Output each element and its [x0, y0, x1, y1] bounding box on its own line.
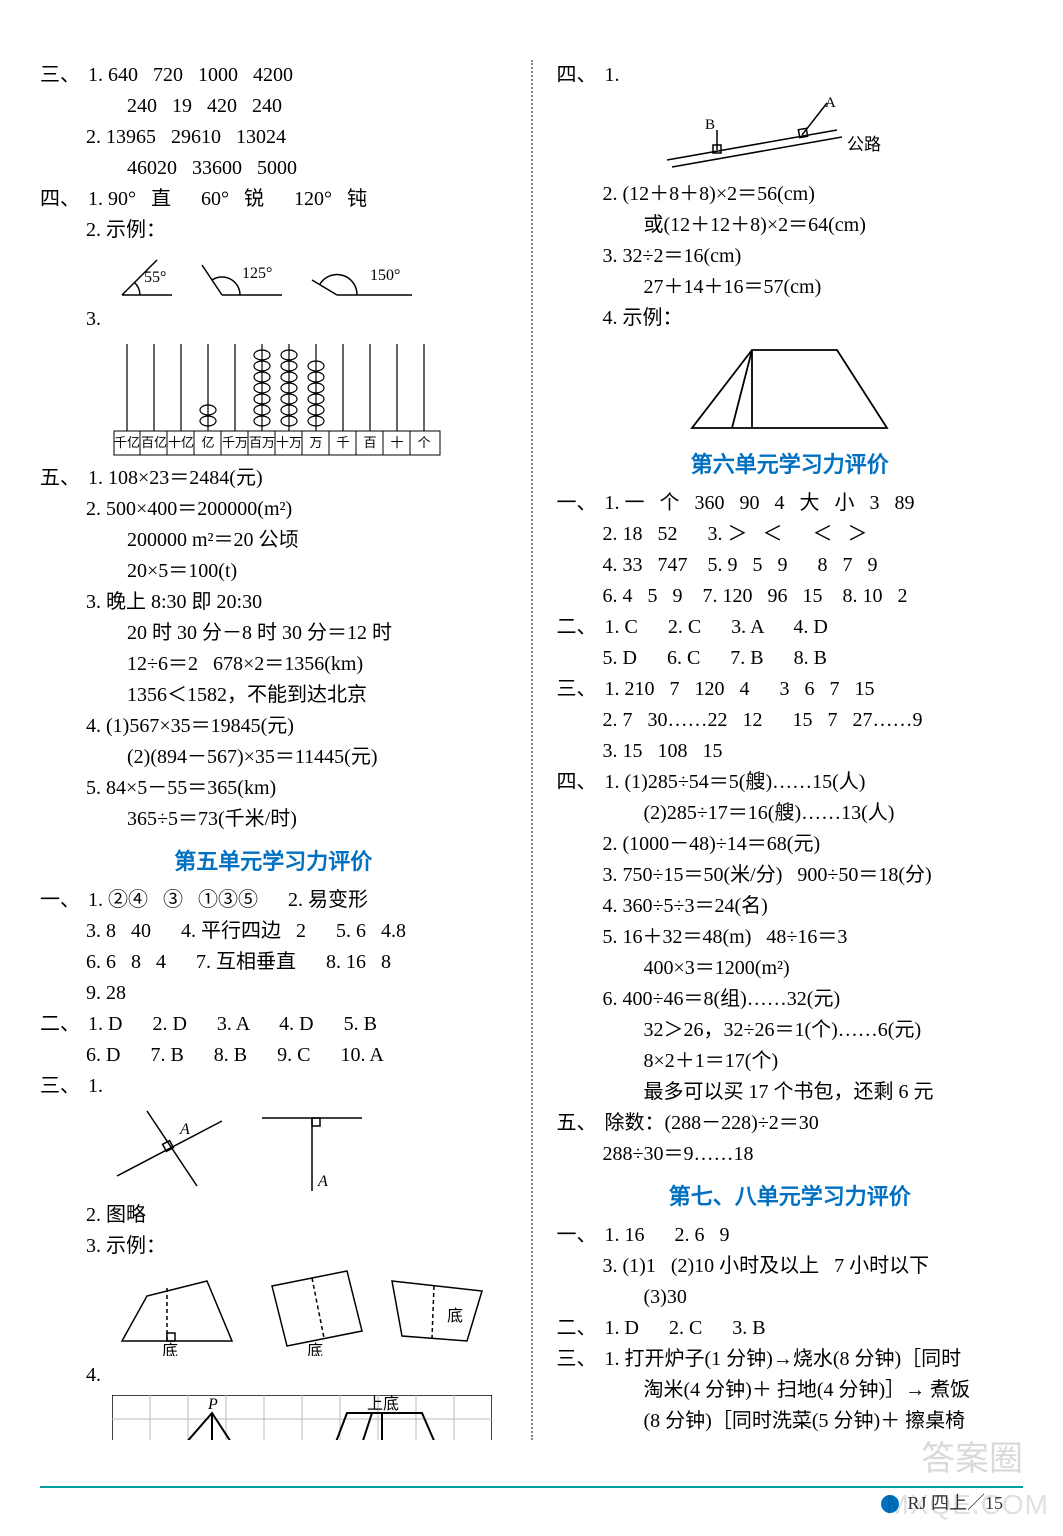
- u78-sec3: 三、: [557, 1344, 605, 1375]
- u6-sec1: 一、: [557, 488, 605, 519]
- svg-text:底: 底: [307, 1342, 323, 1356]
- svg-text:B: B: [705, 117, 715, 133]
- watermark-cn: 答案圈: [921, 1433, 1023, 1486]
- column-divider: [531, 60, 533, 1440]
- svg-text:A: A: [317, 1173, 328, 1190]
- sec5-1: 五、1. 108×23＝2484(元): [40, 463, 507, 494]
- base-shapes-figure: 底 底 底: [112, 1266, 492, 1356]
- svg-text:十: 十: [390, 435, 403, 450]
- sec3-2a: 2. 13965 29610 13024: [40, 122, 507, 153]
- svg-text:公路: 公路: [847, 135, 881, 154]
- r-sec4: 四、: [557, 60, 605, 91]
- svg-text:A: A: [179, 1121, 190, 1138]
- u5-sec2: 二、: [40, 1009, 88, 1040]
- grid-figure: P A B 上底 下底 腰 腰: [112, 1395, 492, 1440]
- unit5-heading: 第五单元学习力评价: [40, 845, 507, 879]
- svg-text:底: 底: [447, 1307, 463, 1325]
- svg-text:万: 万: [309, 435, 322, 450]
- left-column: 三、1. 640 720 1000 4200 240 19 420 240 2.…: [40, 60, 507, 1440]
- svg-text:十万: 十万: [276, 435, 302, 450]
- unit78-heading: 第七、八单元学习力评价: [557, 1180, 1024, 1214]
- sec3-1b: 240 19 420 240: [40, 91, 507, 122]
- unit6-heading: 第六单元学习力评价: [557, 448, 1024, 482]
- u6-sec2: 二、: [557, 612, 605, 643]
- u78-sec2: 二、: [557, 1313, 605, 1344]
- svg-text:千万: 千万: [222, 435, 248, 450]
- svg-text:P: P: [207, 1396, 218, 1413]
- watermark-url: MXQE.COM: [885, 1483, 1049, 1526]
- sec4-3: 3.: [40, 304, 507, 335]
- u78-sec1: 一、: [557, 1220, 605, 1251]
- angles-figure: 55° 125° 150°: [112, 250, 432, 300]
- right-column: 四、1. A B 公路 2. (12＋8＋8)×2＝56(cm) 或(12＋12…: [557, 60, 1024, 1440]
- svg-text:亿: 亿: [201, 435, 214, 450]
- sec4-1: 四、1. 90° 直 60° 锐 120° 钝: [40, 184, 507, 215]
- svg-text:百亿: 百亿: [141, 435, 167, 450]
- perp-lines-figure: A A: [112, 1106, 372, 1196]
- u5-sec1: 一、: [40, 885, 88, 916]
- svg-text:百万: 百万: [249, 435, 275, 450]
- svg-text:百: 百: [363, 435, 376, 450]
- abacus-figure: 千亿百亿十亿亿 千万百万十万万 千百十个: [112, 339, 442, 459]
- svg-text:A: A: [825, 95, 836, 111]
- trapezoid-example-figure: [677, 338, 897, 438]
- angle-150: 150°: [370, 267, 400, 284]
- svg-text:底: 底: [162, 1342, 178, 1356]
- sec3-1a: 三、1. 640 720 1000 4200: [40, 60, 507, 91]
- svg-text:十亿: 十亿: [168, 435, 194, 450]
- svg-text:千亿: 千亿: [114, 435, 140, 450]
- angle-125: 125°: [242, 265, 272, 282]
- u6-sec5: 五、: [557, 1108, 605, 1139]
- bottom-rule: [40, 1486, 1023, 1488]
- svg-text:千: 千: [336, 435, 349, 450]
- road-figure: A B 公路: [657, 95, 917, 175]
- u5-sec3: 三、: [40, 1071, 88, 1102]
- svg-text:个: 个: [417, 435, 430, 450]
- u6-sec3: 三、: [557, 674, 605, 705]
- u6-sec4: 四、: [557, 767, 605, 798]
- sec3-2b: 46020 33600 5000: [40, 153, 507, 184]
- angle-55: 55°: [144, 269, 166, 286]
- svg-text:上底: 上底: [367, 1395, 399, 1413]
- sec4-2: 2. 示例：: [40, 215, 507, 246]
